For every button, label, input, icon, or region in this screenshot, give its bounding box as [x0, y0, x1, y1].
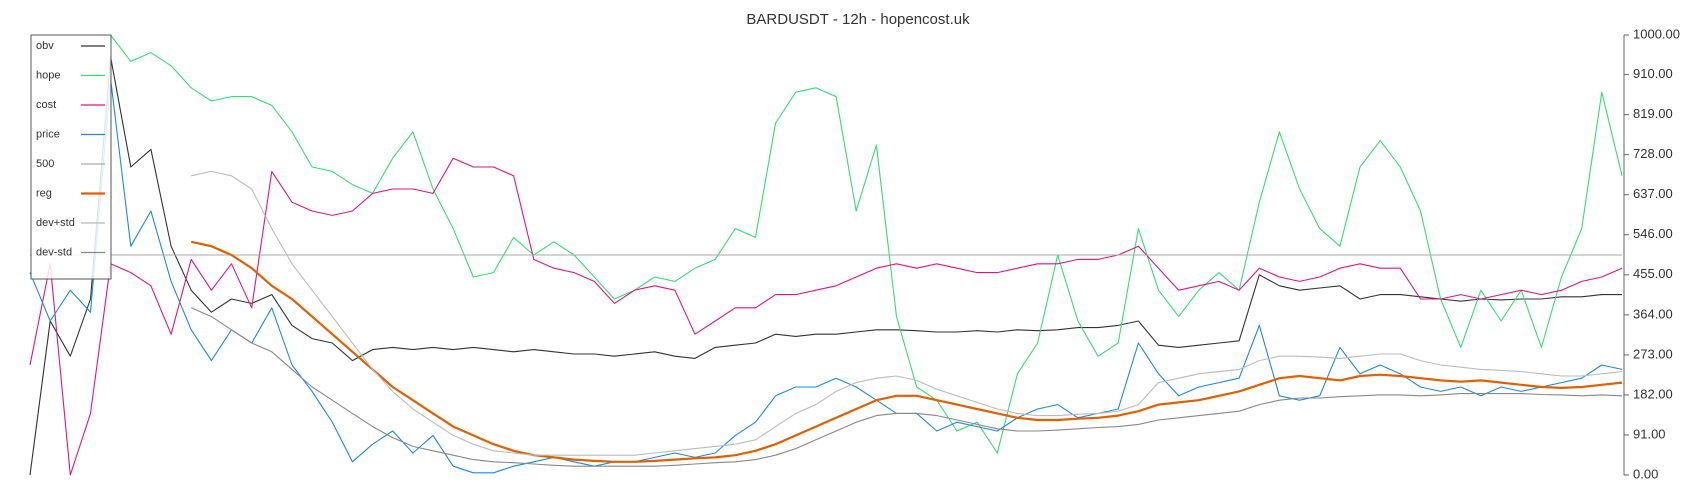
y-tick-label: 728.00 [1633, 146, 1673, 161]
legend-label: obv [36, 40, 54, 52]
series-line [29, 157, 1623, 476]
y-tick-label: 182.00 [1633, 386, 1673, 401]
y-tick-label: 546.00 [1633, 226, 1673, 241]
series-line [191, 170, 1623, 456]
series-line [190, 240, 1623, 463]
y-tick-label: 637.00 [1633, 186, 1673, 201]
y-tick-label: 1000.00 [1633, 26, 1680, 41]
plot-area [29, 34, 1623, 476]
y-axis: 0.00 91.00 182.00 273.00 364.00 455.00 546.00 6… [1623, 26, 1680, 481]
y-tick-label: 910.00 [1633, 66, 1673, 81]
y-tick-label: 364.00 [1633, 306, 1673, 321]
y-tick-label: 455.00 [1633, 266, 1673, 281]
series-line [29, 56, 1622, 476]
legend-label: 500 [36, 158, 54, 170]
y-tick-label: 0.00 [1633, 466, 1658, 481]
legend: obv hope cost price 500 reg dev+std dev-std [30, 34, 112, 280]
y-tick-label: 91.00 [1633, 426, 1666, 441]
legend-label: hope [36, 69, 60, 81]
legend-label: dev-std [36, 246, 72, 258]
legend-label: reg [36, 187, 52, 199]
y-tick-label: 273.00 [1633, 346, 1673, 361]
chart-title: BARDUSDT - 12h - hopencost.uk [746, 11, 970, 28]
series-line [29, 78, 1623, 474]
legend-label: cost [36, 99, 56, 111]
legend-label: dev+std [36, 217, 75, 229]
series-line [190, 307, 1623, 467]
series-line [110, 34, 1623, 454]
y-tick-label: 819.00 [1633, 106, 1673, 121]
legend-label: price [36, 128, 60, 140]
